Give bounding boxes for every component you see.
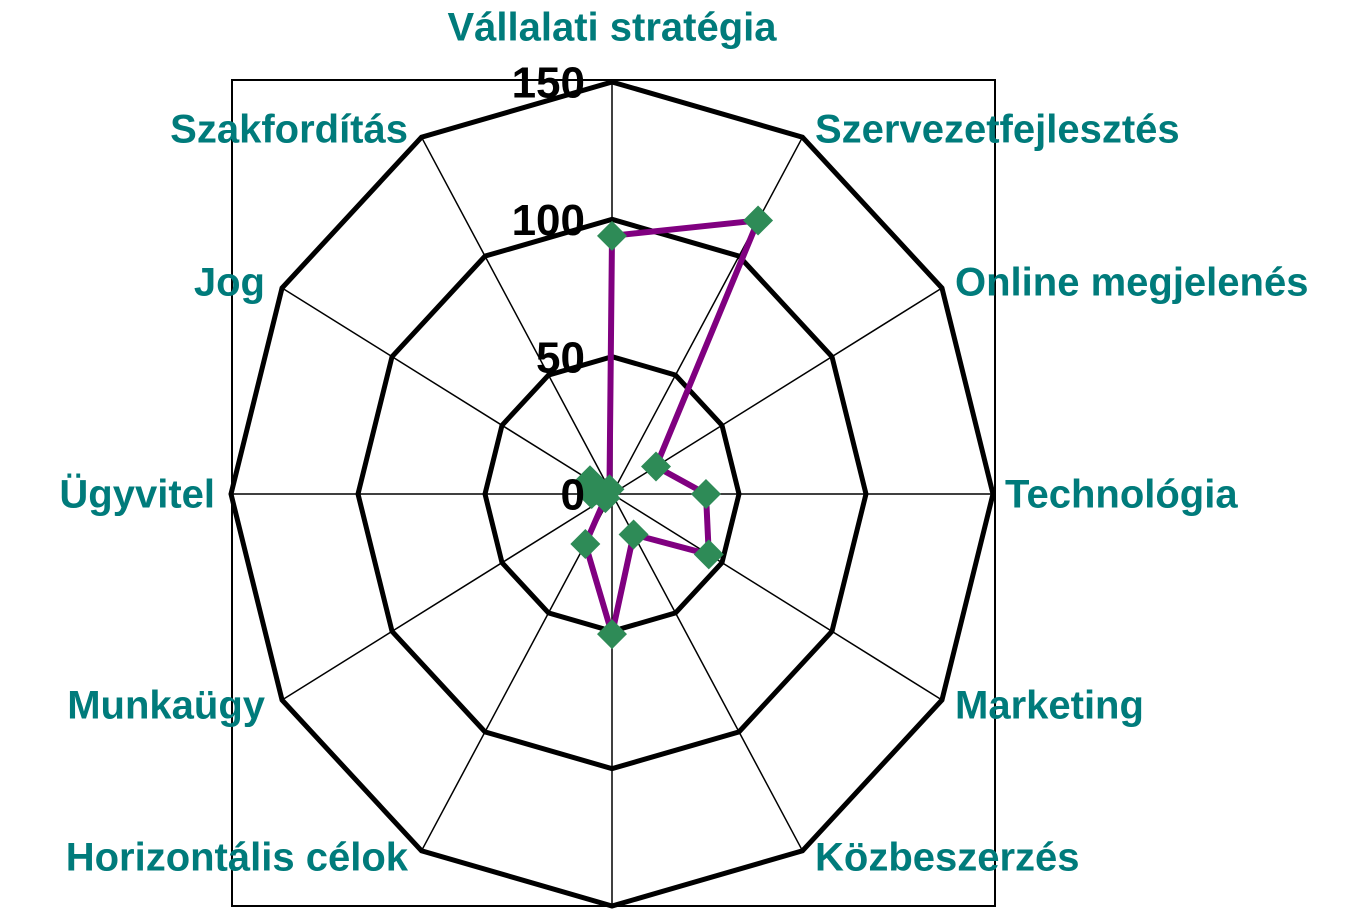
r-tick-label: 150 (512, 59, 585, 108)
category-label: Online megjelenés (955, 261, 1308, 305)
spoke (611, 287, 943, 495)
category-label: Jog (194, 261, 265, 305)
data-marker (597, 619, 627, 650)
data-marker (594, 474, 625, 505)
data-marker (597, 220, 627, 251)
spoke (281, 287, 613, 495)
category-label: Szakfordítás (170, 108, 408, 152)
r-tick-label: 50 (536, 333, 585, 382)
data-marker (693, 539, 724, 570)
spoke (281, 493, 613, 701)
spoke (611, 493, 943, 701)
data-marker (690, 479, 721, 509)
data-marker (743, 205, 774, 236)
data-marker (570, 528, 601, 559)
category-label: Közbeszerzés (815, 836, 1080, 880)
category-label: Ügyvitel (59, 472, 215, 517)
grid-ring (355, 216, 869, 772)
r-tick-label: 0 (561, 471, 585, 520)
category-label: Technológia (1005, 473, 1238, 517)
spoke (420, 136, 613, 495)
category-label: Szervezetfejlesztés (815, 108, 1180, 152)
r-tick-label: 100 (512, 196, 585, 245)
data-marker (618, 519, 649, 550)
category-label: Horizontális célok (66, 836, 409, 880)
spoke (611, 493, 804, 852)
category-label: Marketing (955, 684, 1144, 728)
spoke (611, 136, 804, 495)
grid-ring (228, 79, 996, 909)
data-marker (640, 451, 671, 482)
category-label: Vállalati stratégia (447, 6, 777, 50)
category-label: Munkaügy (67, 684, 266, 728)
